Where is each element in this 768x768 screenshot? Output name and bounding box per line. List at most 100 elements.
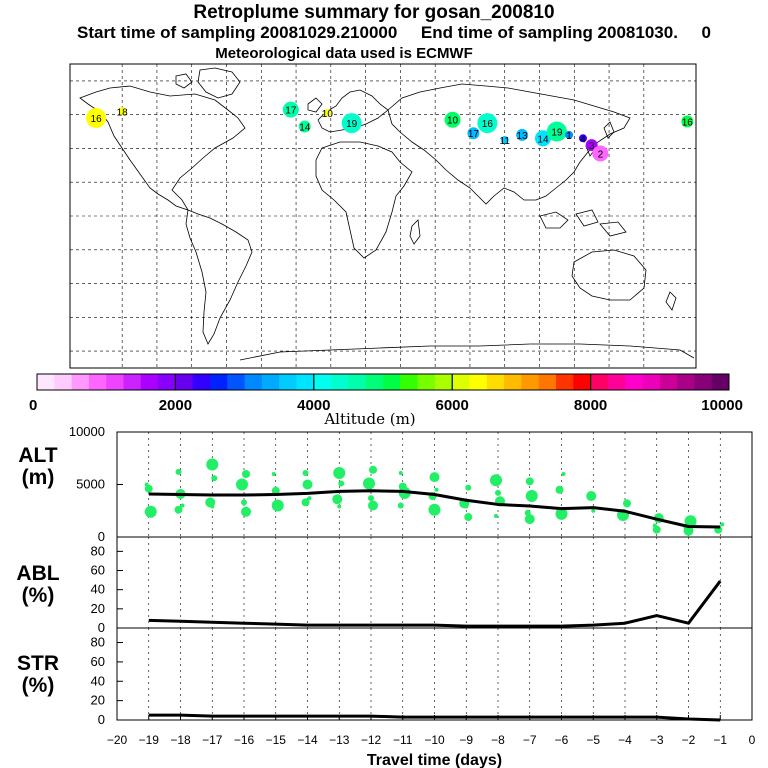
y-tick-label: 60 xyxy=(91,563,105,578)
panel-label: (%) xyxy=(22,584,55,607)
altitude-sample-point xyxy=(494,514,498,518)
x-tick-label: −4 xyxy=(618,733,632,747)
trajectory-cluster-dot xyxy=(282,101,299,118)
altitude-sample-point xyxy=(271,472,276,476)
colorbar-tick-label: 6000 xyxy=(436,397,469,414)
colorbar-swatch xyxy=(71,374,90,390)
y-tick-label: 20 xyxy=(91,693,105,708)
altitude-sample-point xyxy=(434,487,439,492)
trajectory-cluster-label: 4 xyxy=(580,134,586,145)
x-tick-label: −18 xyxy=(170,733,191,747)
altitude-sample-point xyxy=(495,489,501,496)
trajectory-clusters xyxy=(86,101,694,162)
altitude-sample-point xyxy=(524,514,535,525)
colorbar-swatch xyxy=(158,374,176,390)
colorbar-label: Altitude (m) xyxy=(323,410,415,428)
altitude-sample-point xyxy=(241,499,247,506)
colorbar-swatch xyxy=(261,374,280,390)
altitude-sample-point xyxy=(307,496,312,501)
y-tick-label: 5000 xyxy=(76,477,105,492)
coastlines xyxy=(79,67,695,361)
colorbar-swatch xyxy=(54,374,73,390)
trajectory-cluster-label: 11 xyxy=(500,136,511,147)
altitude-sample-point xyxy=(525,477,534,486)
x-tick-label: −11 xyxy=(393,733,413,747)
colorbar-swatch xyxy=(383,374,401,390)
altitude-sample-point xyxy=(337,504,342,509)
altitude-sample-point xyxy=(555,485,564,494)
trajectory-cluster-label: 13 xyxy=(517,131,529,142)
x-tick-label: −16 xyxy=(234,733,255,747)
altitude-sample-point xyxy=(490,474,502,487)
colorbar-swatch xyxy=(106,374,124,390)
altitude-sample-point xyxy=(271,499,284,512)
x-tick-label: −6 xyxy=(555,733,569,747)
altitude-sample-point xyxy=(428,503,441,516)
panel-label: ALT xyxy=(18,444,57,467)
colorbar-swatch xyxy=(521,374,540,390)
altitude-sample-point xyxy=(429,472,440,483)
trajectory-cluster-label: 16 xyxy=(91,114,103,125)
altitude-colorbar xyxy=(36,373,730,391)
altitude-sample-point xyxy=(302,479,313,490)
altitude-sample-point xyxy=(241,506,251,517)
y-tick-label: 60 xyxy=(91,654,105,669)
altitude-sample-point xyxy=(368,500,378,511)
trajectory-cluster-label: 10 xyxy=(322,109,334,120)
trajectory-cluster-label: 16 xyxy=(682,117,694,128)
trajectory-cluster-dot xyxy=(500,136,509,144)
trajectory-cluster-dot xyxy=(578,134,587,143)
x-tick-label: 0 xyxy=(749,733,756,747)
colorbar-swatch xyxy=(313,374,332,390)
colorbar-swatch xyxy=(365,374,384,390)
altitude-sample-point xyxy=(561,472,566,476)
x-tick-label: −12 xyxy=(361,733,382,747)
colorbar-swatch xyxy=(469,374,488,390)
altitude-sample-point xyxy=(236,478,248,491)
altitude-sample-point xyxy=(465,484,472,491)
trajectory-cluster-label: 14 xyxy=(299,122,311,133)
x-tick-label: −14 xyxy=(297,733,318,747)
altitude-sample-point xyxy=(586,491,597,502)
trajectory-cluster-label: 2 xyxy=(598,150,604,161)
x-tick-label: −15 xyxy=(266,733,287,747)
trajectory-cluster-dot xyxy=(118,107,127,116)
trajectory-cluster-dot xyxy=(467,127,480,140)
altitude-sample-point xyxy=(180,503,185,508)
colorbar-swatch xyxy=(279,374,297,390)
colorbar-swatch xyxy=(417,374,436,390)
trajectory-cluster-dot xyxy=(86,108,107,129)
trajectory-cluster-label: 16 xyxy=(482,119,494,130)
altitude-sample-point xyxy=(144,505,157,518)
x-tick-label: −20 xyxy=(107,733,128,747)
colorbar-frame xyxy=(36,373,730,391)
colorbar-swatch xyxy=(37,374,55,390)
colorbar-swatch xyxy=(244,374,263,390)
altitude-sample-point xyxy=(271,486,280,495)
altitude-sample-point xyxy=(591,508,596,513)
altitude-sample-point xyxy=(174,505,183,514)
y-tick-label: 80 xyxy=(91,543,105,558)
trajectory-cluster-dot xyxy=(323,108,332,117)
x-tick-label: −9 xyxy=(459,733,473,747)
colorbar-swatch xyxy=(296,374,315,390)
colorbar-swatch xyxy=(677,374,695,390)
colorbar-swatch xyxy=(348,374,367,390)
colorbar-swatch xyxy=(434,374,453,390)
trajectory-cluster-dot xyxy=(681,115,694,128)
altitude-sample-point xyxy=(623,499,631,508)
colorbar-swatch xyxy=(123,374,142,390)
y-tick-label: 0 xyxy=(98,712,105,727)
altitude-sample-point xyxy=(560,513,567,519)
altitude-sample-point xyxy=(398,470,403,475)
chart-title: Retroplume summary for gosan_200810 xyxy=(193,2,555,23)
colorbar-swatch xyxy=(538,374,557,390)
altitude-sample-point xyxy=(369,465,377,474)
trajectory-cluster-label: 14 xyxy=(537,134,549,145)
y-tick-label: 40 xyxy=(91,673,105,688)
mean-series-line xyxy=(148,489,721,529)
colorbar-swatch xyxy=(573,374,592,390)
